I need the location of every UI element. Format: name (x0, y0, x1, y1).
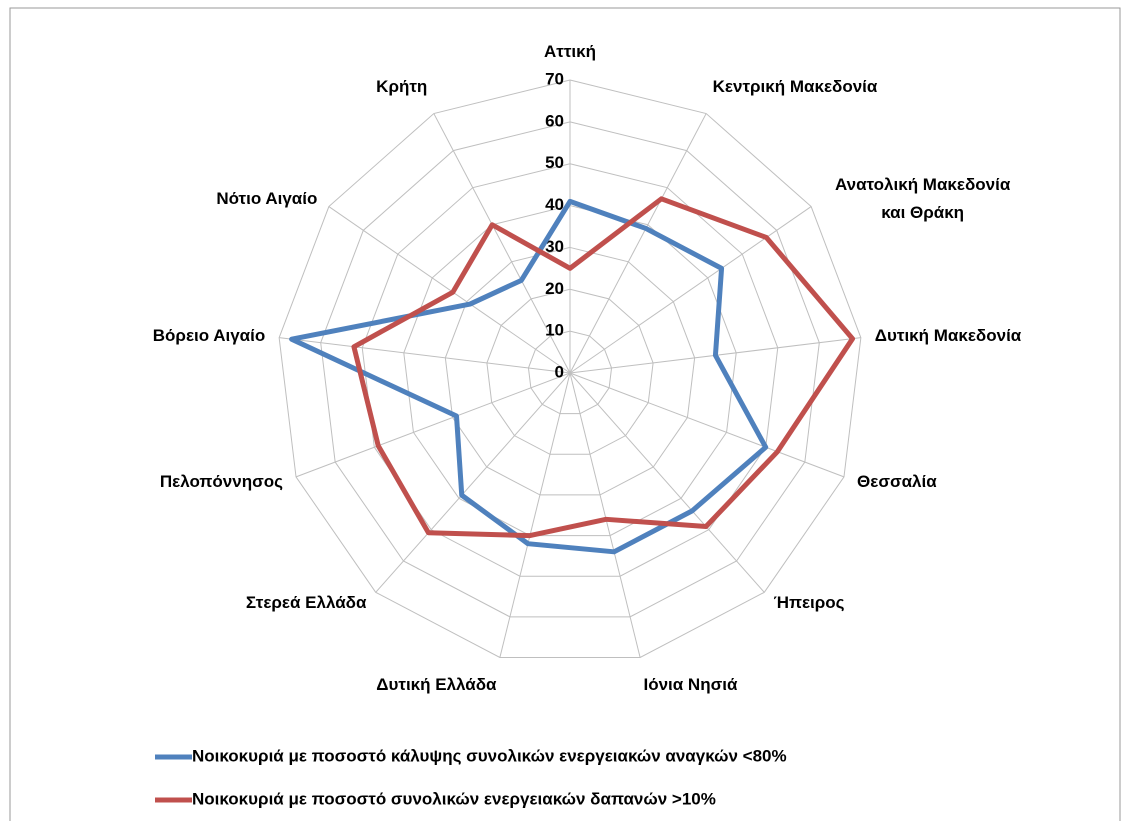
spoke (569, 113, 707, 374)
spoke (433, 113, 571, 374)
series-line (351, 196, 856, 539)
grid-ring (527, 330, 613, 415)
category-label: Ανατολική Μακεδονία και Θράκη (834, 174, 1011, 222)
category-label: Ήπειρος (773, 592, 845, 612)
spoke (499, 372, 571, 658)
grid-ring (403, 205, 737, 537)
spoke (569, 372, 845, 478)
category-label: Κεντρική Μακεδονία (712, 77, 878, 97)
y-tick-label: 30 (545, 237, 564, 256)
y-tick-label: 60 (545, 111, 564, 130)
category-label: Στερεά Ελλάδα (245, 592, 367, 612)
spoke (295, 372, 571, 478)
y-tick-label: 0 (555, 362, 564, 381)
spoke (375, 372, 571, 593)
legend-label: Νοικοκυριά με ποσοστό συνολικών ενεργεια… (192, 789, 716, 808)
spoke (328, 206, 571, 374)
y-tick-label: 20 (545, 279, 564, 298)
spoke (569, 206, 812, 374)
spoke (569, 372, 765, 593)
series-line (289, 198, 769, 555)
category-label: Βόρειο Αιγαίο (152, 325, 266, 345)
category-label: Θεσσαλία (857, 471, 937, 491)
y-tick-label: 40 (545, 195, 564, 214)
category-label: Δυτική Ελλάδα (376, 675, 497, 695)
category-label: Πελοπόννησος (159, 471, 283, 491)
category-label: Νότιο Αιγαίο (216, 188, 318, 208)
category-label: Ιόνια Νησιά (643, 675, 738, 695)
category-label: Κρήτη (376, 77, 428, 97)
spoke (569, 372, 641, 658)
y-tick-label: 70 (545, 69, 564, 88)
grid-ring (486, 288, 654, 455)
y-tick-label: 50 (545, 153, 564, 172)
grid-ring (361, 163, 779, 577)
grid-ring (278, 79, 862, 658)
category-label: Αττική (543, 42, 597, 61)
grid-ring (320, 121, 820, 618)
spoke (279, 337, 571, 374)
chart-frame (9, 7, 1121, 821)
y-tick-label: 10 (545, 321, 564, 340)
grid-ring (444, 246, 696, 496)
legend-label: Νοικοκυριά με ποσοστό κάλυψης συνολικών … (192, 746, 787, 765)
category-label: Δυτική Μακεδονία (874, 325, 1022, 345)
